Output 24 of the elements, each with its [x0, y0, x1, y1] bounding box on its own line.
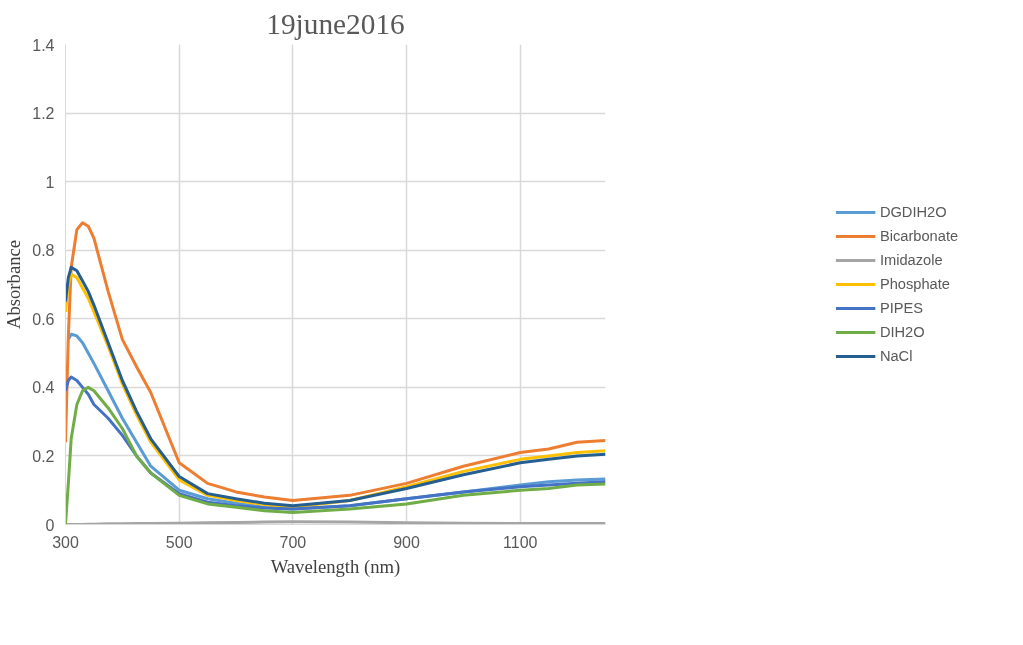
- legend-label: Imidazole: [879, 252, 943, 268]
- y-axis-title: Absorbance: [3, 239, 25, 330]
- y-tick-label: 0.8: [32, 242, 55, 260]
- chart-title: 19june2016: [266, 7, 405, 40]
- y-tick-label: 1: [45, 173, 55, 191]
- legend-label: PIPES: [879, 300, 924, 316]
- y-tick-label: 0: [45, 516, 55, 534]
- x-tick-label: 500: [165, 533, 193, 551]
- x-tick-label: 900: [393, 533, 420, 551]
- y-tick-label: 0.2: [32, 447, 55, 465]
- legend-label: Bicarbonate: [879, 228, 959, 244]
- y-tick-label: 0.4: [32, 379, 55, 397]
- legend-label: Phosphate: [879, 276, 950, 292]
- x-tick-label: 700: [279, 533, 307, 551]
- y-tick-label: 0.6: [32, 310, 55, 328]
- legend-label: DIH2O: [879, 324, 925, 340]
- y-tick-label: 1.2: [32, 105, 55, 123]
- x-axis-title: Wavelength (nm): [270, 555, 401, 578]
- legend-label: NaCl: [879, 348, 913, 364]
- line-series: [65, 221, 606, 502]
- x-tick-label: 1100: [503, 533, 538, 551]
- y-tick-label: 1.4: [32, 36, 55, 54]
- x-tick-label: 300: [52, 533, 79, 551]
- legend-label: DGDIH2O: [879, 204, 947, 220]
